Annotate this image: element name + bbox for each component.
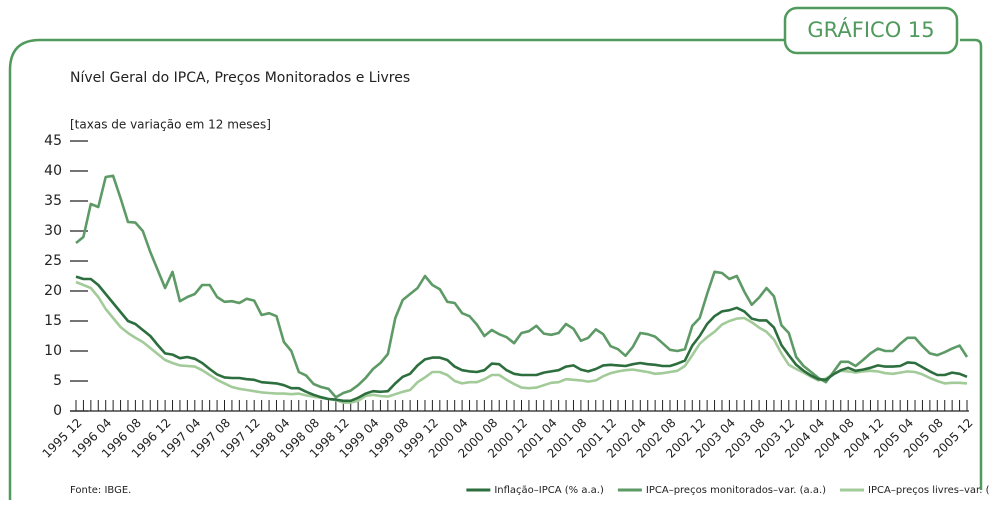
series-line (75, 280, 968, 404)
series-line (75, 174, 969, 399)
chart-title: Nível Geral do IPCA, Preços Monitorados … (70, 70, 410, 86)
y-tick-label: 25 (44, 253, 62, 269)
y-tick-label: 20 (44, 283, 62, 299)
y-tick-label: 30 (44, 223, 62, 239)
frame (8, 38, 983, 500)
legend-label: Inflação–IPCA (% a.a.) (494, 485, 604, 496)
y-tick-label: 0 (53, 403, 62, 419)
y-tick-label: 15 (44, 313, 62, 329)
y-tick-label: 5 (53, 373, 62, 389)
source: Fonte: IBGE. (70, 485, 131, 496)
y-tick-label: 40 (44, 163, 62, 179)
series-line (75, 275, 968, 403)
legend-label: IPCA–preços monitorados–var. (a.a.) (646, 485, 826, 496)
badge-box (783, 6, 959, 55)
y-tick-label: 45 (44, 133, 62, 149)
y-tick-label: 10 (44, 343, 62, 359)
y-tick-label: 35 (44, 193, 62, 209)
legend-label: IPCA–preços livres–var. (a.a.) (868, 485, 989, 496)
badge: GRÁFICO 15 (807, 17, 934, 42)
subtitle: [taxas de variação em 12 meses] (70, 118, 271, 132)
